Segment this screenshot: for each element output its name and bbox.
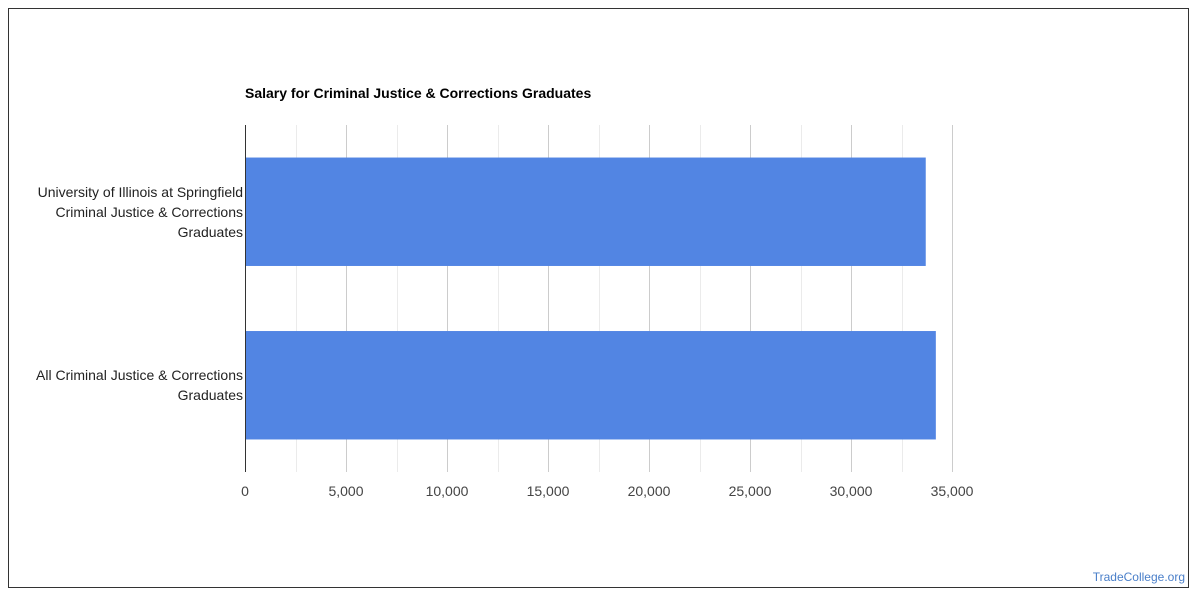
watermark: TradeCollege.org [1092, 570, 1185, 584]
chart-title: Salary for Criminal Justice & Correction… [245, 85, 592, 101]
x-tick-label: 25,000 [729, 483, 772, 499]
x-tick-label: 30,000 [830, 483, 873, 499]
category-label-1: All Criminal Justice & Corrections Gradua… [3, 365, 243, 405]
x-tick-label: 5,000 [328, 483, 363, 499]
bar-layer [245, 157, 936, 440]
category-label-line: Criminal Justice & Corrections [55, 203, 244, 220]
x-axis-ticks: 0 5,000 10,000 15,000 20,000 25,000 30,000 35,0… [241, 483, 974, 499]
bar-0 [245, 157, 926, 266]
x-tick-label: 15,000 [527, 483, 570, 499]
category-label-line: All Criminal Justice & Corrections [36, 367, 243, 384]
x-tick-label: 20,000 [628, 483, 671, 499]
category-label-line: University of Illinois at Springfield [37, 183, 243, 200]
x-tick-label: 10,000 [426, 483, 469, 499]
bar-1 [245, 331, 936, 440]
chart-frame [8, 8, 1189, 588]
category-label-0: University of Illinois at Springfield Cri… [3, 182, 243, 242]
x-tick-label: 0 [241, 483, 249, 499]
x-tick-label: 35,000 [931, 483, 974, 499]
category-label-line: Graduates [177, 387, 243, 404]
category-label-line: Graduates [177, 223, 243, 240]
